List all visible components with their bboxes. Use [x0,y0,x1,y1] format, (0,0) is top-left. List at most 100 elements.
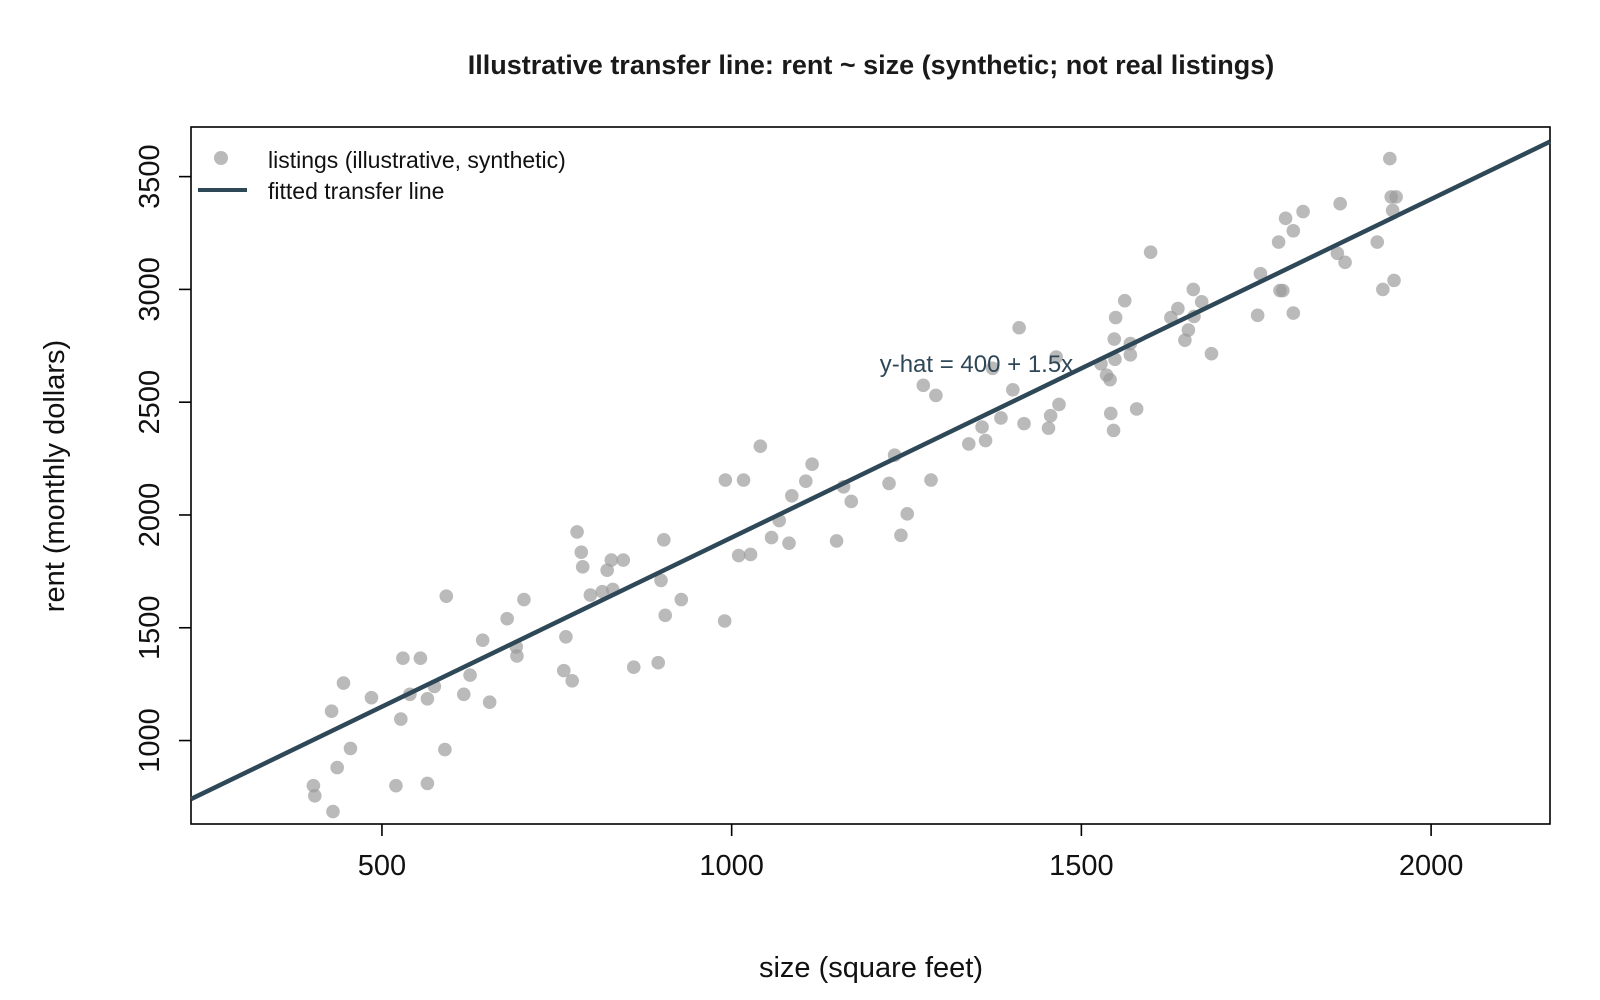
data-point [1276,283,1290,298]
data-point [463,668,477,682]
data-point [1181,323,1196,337]
data-point [1103,372,1117,387]
data-point [420,692,435,706]
data-point [929,388,943,403]
data-point [307,789,322,803]
data-point [805,457,819,472]
data-point [556,663,571,678]
data-point [829,534,844,548]
data-point [1052,397,1066,412]
legend-label-fitted-line: fitted transfer line [268,178,444,204]
data-point [916,378,931,393]
y-tick-label: 3000 [134,257,166,322]
data-point [658,608,673,623]
data-point [1143,245,1158,259]
data-point [1043,408,1058,423]
data-point [1376,282,1390,297]
data-point [343,741,358,756]
data-point [1186,282,1201,297]
data-points [306,151,1403,819]
x-tick-label: 1000 [699,850,764,882]
data-point [1250,308,1265,323]
data-point [717,614,732,628]
y-tick-label: 2000 [134,483,166,548]
data-point [626,660,641,675]
data-point [330,760,344,775]
x-tick-label: 2000 [1399,850,1464,882]
data-point [413,651,428,666]
chart-title: Illustrative transfer line: rent ~ size … [468,50,1274,80]
data-point [389,778,403,793]
data-point [764,530,779,545]
data-point [482,695,497,709]
data-point [753,439,768,453]
data-point [439,589,454,603]
data-point [731,548,746,563]
data-point [1012,320,1026,335]
legend-point-marker [214,151,228,165]
data-point [1271,235,1286,249]
data-point [736,473,751,487]
y-tick-label: 1500 [134,595,166,660]
data-point [306,778,321,793]
data-point [894,528,908,543]
data-point [743,547,758,562]
data-point [565,673,579,688]
data-point [1296,204,1310,219]
data-point [782,536,796,550]
data-point [900,507,915,521]
data-point [1333,196,1347,211]
data-point [1387,273,1401,288]
y-tick-label: 3500 [134,144,166,209]
data-point [324,704,339,719]
data-point [1204,346,1219,361]
data-point [1253,266,1268,281]
data-point [1103,406,1118,421]
fitted-transfer-line [190,139,1551,802]
data-point [326,804,340,819]
data-point [1107,332,1122,346]
y-axis-label: rent (monthly dollars) [39,340,71,612]
data-point [1117,293,1132,308]
data-point [364,690,379,705]
data-point [1286,306,1301,320]
y-tick-label: 1000 [134,708,166,773]
x-tick-label: 500 [358,850,406,882]
data-point [475,633,490,647]
data-point [785,489,799,503]
data-point [1370,235,1385,249]
data-point [1108,310,1123,325]
data-point [844,494,859,509]
data-point [595,584,610,599]
data-point [718,473,733,487]
data-point [517,592,531,607]
data-point [1041,421,1056,435]
data-point [882,476,896,491]
data-point [1278,211,1293,226]
data-point [570,525,584,539]
data-point [456,687,471,702]
data-point [1383,151,1397,166]
legend: listings (illustrative, synthetic) fitte… [198,147,566,204]
data-point [651,655,666,670]
data-point [1194,295,1209,309]
data-point [654,573,668,588]
data-point [396,651,410,666]
data-point [510,649,524,663]
data-point [1389,190,1403,204]
data-point [583,588,598,602]
data-point [924,473,938,487]
data-point [1017,416,1031,431]
data-point [1286,223,1301,238]
data-point [616,553,631,567]
fitted-line-layer [190,139,1551,802]
data-point [1006,382,1020,397]
data-point [657,532,671,547]
data-point [1171,301,1185,316]
data-point [994,411,1008,425]
data-point [799,474,813,488]
x-axis-label: size (square feet) [759,952,983,984]
data-point [1338,255,1352,270]
data-point [1049,350,1063,364]
